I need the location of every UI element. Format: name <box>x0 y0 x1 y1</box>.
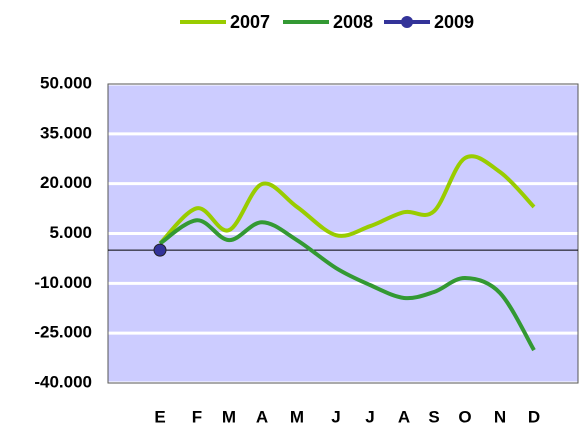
y-tick-label: -40.000 <box>34 372 92 391</box>
series-line <box>158 218 536 352</box>
legend-label: 2009 <box>434 12 474 32</box>
x-tick-label: M <box>222 407 236 426</box>
x-tick-label: O <box>458 407 471 426</box>
y-tick-label: 35.000 <box>40 123 92 142</box>
legend-marker <box>401 16 413 28</box>
x-tick-label: D <box>528 407 540 426</box>
y-tick-label: -25.000 <box>34 323 92 342</box>
series-marker <box>153 243 167 257</box>
x-tick-label: J <box>365 407 374 426</box>
y-tick-label: 5.000 <box>49 223 92 242</box>
series-line <box>158 154 536 245</box>
y-tick-label: 50.000 <box>40 73 92 92</box>
x-tick-label: J <box>331 407 340 426</box>
legend-label: 2008 <box>333 12 373 32</box>
y-tick-label: 20.000 <box>40 173 92 192</box>
plot-border <box>107 83 579 384</box>
legend-label: 2007 <box>230 12 270 32</box>
x-tick-label: E <box>154 407 165 426</box>
x-tick-label: F <box>192 407 202 426</box>
x-tick-label: A <box>256 407 268 426</box>
y-tick-label: -10.000 <box>34 273 92 292</box>
x-tick-label: S <box>428 407 439 426</box>
x-tick-label: M <box>290 407 304 426</box>
x-tick-label: N <box>494 407 506 426</box>
x-tick-label: A <box>398 407 410 426</box>
